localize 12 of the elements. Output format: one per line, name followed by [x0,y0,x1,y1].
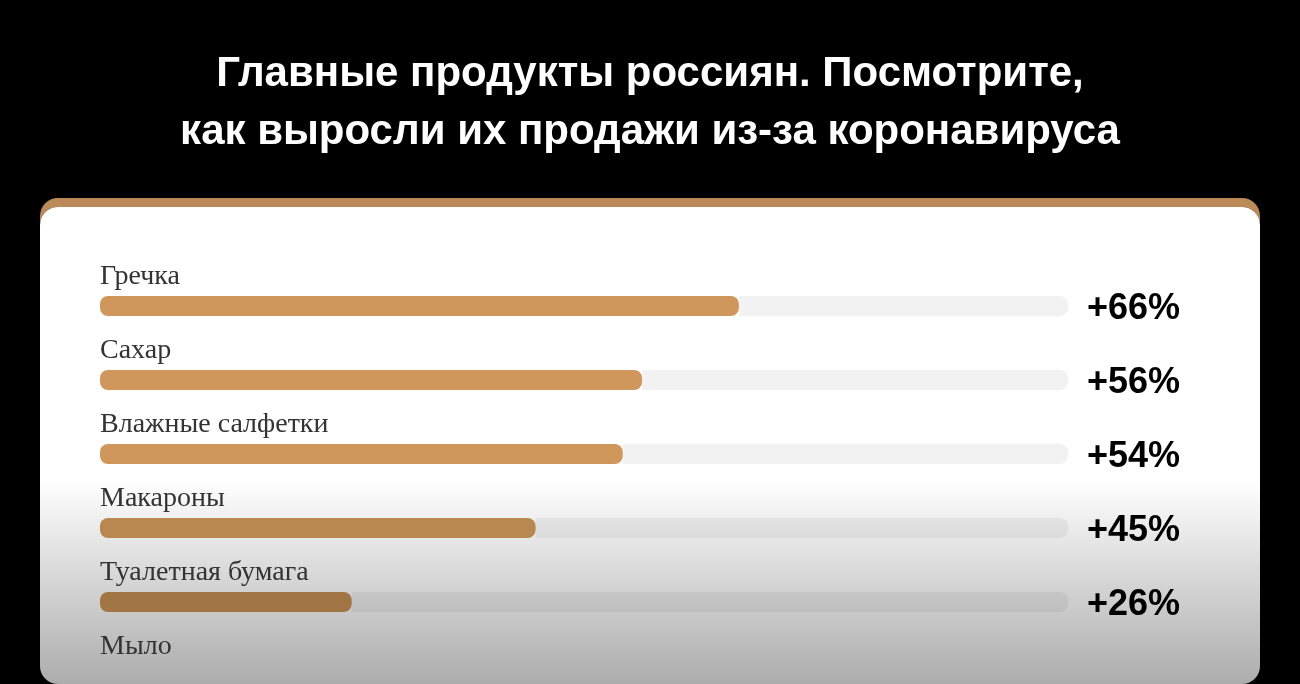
y-tick-label: Туалетная бумага [100,555,310,586]
data-label: +54% [1087,433,1181,475]
data-label: +66% [1087,285,1181,327]
data-label: +45% [1087,507,1181,549]
y-tick-label: Влажные салфетки [100,407,329,438]
y-tick-label: Мыло [100,629,172,660]
y-tick-label: Макароны [100,481,225,512]
y-tick-label: Сахар [100,333,172,364]
y-tick-label: Гречка [100,259,181,290]
data-label: +26% [1087,581,1181,623]
chart-title: Главные продукты россиян. Посмотрите, как выросли их продажи из-за коронавируса [180,48,1121,153]
data-label: +56% [1087,359,1181,401]
